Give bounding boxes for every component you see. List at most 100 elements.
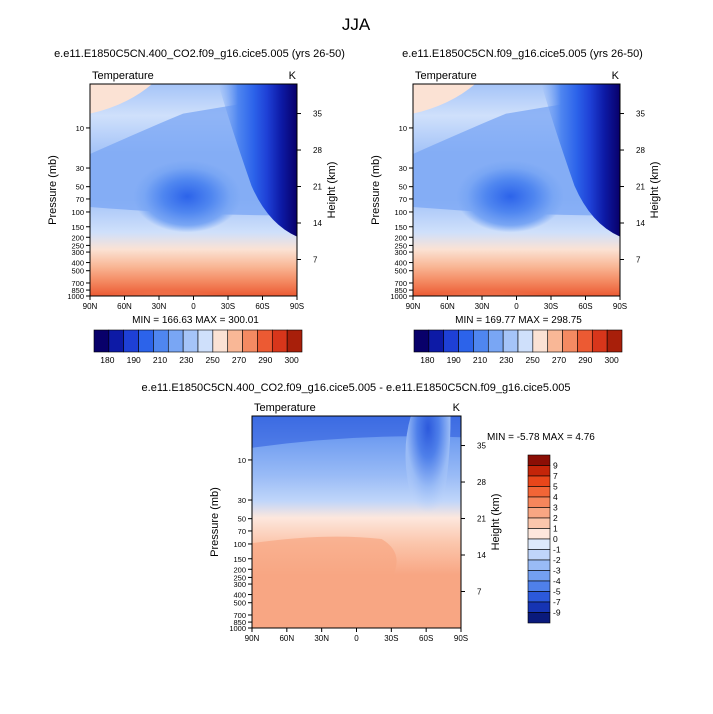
y-tick-label: 400 (71, 259, 84, 268)
y-tick-label: 100 (233, 540, 246, 549)
y-tick-label: 50 (399, 183, 407, 192)
colorbar-label: 250 (206, 355, 220, 365)
colorbar-swatch (286, 329, 303, 353)
colorbar-label: 250 (526, 355, 540, 365)
x-tick-label: 30S (384, 634, 398, 643)
x-tick-label: 0 (514, 302, 519, 311)
y2-axis-label: Height (km) (326, 162, 338, 219)
colorbar-swatch (527, 454, 551, 466)
units-label: K (453, 402, 461, 414)
colorbar-label: 2 (553, 513, 558, 523)
y-tick-label: 100 (394, 208, 407, 217)
y2-tick-label: 28 (477, 478, 486, 487)
y-tick-label: 70 (76, 195, 84, 204)
colorbar-swatch (197, 329, 214, 353)
y-tick-label: 1000 (390, 292, 407, 301)
y2-tick-label: 14 (477, 551, 486, 560)
y-tick-label: 300 (233, 580, 246, 589)
units-label: K (289, 70, 297, 82)
colorbar-swatch (591, 329, 608, 353)
y2-tick-label: 14 (636, 219, 645, 228)
x-tick-label: 90S (454, 634, 468, 643)
y-tick-label: 30 (399, 164, 407, 173)
colorbar-swatch (527, 465, 551, 477)
y-tick-label: 10 (76, 124, 84, 133)
cooling-south (405, 416, 451, 537)
colorbar-label: 230 (179, 355, 193, 365)
y2-tick-label: 35 (477, 442, 486, 451)
cooling-top (252, 416, 461, 448)
x-tick-label: 60S (255, 302, 269, 311)
colorbar-swatch (443, 329, 459, 353)
x-tick-label: 0 (354, 634, 359, 643)
colorbar-swatch (93, 329, 110, 353)
colorbar-swatch (527, 591, 551, 603)
colorbar-label: 7 (553, 471, 558, 481)
colorbar-swatch (527, 517, 551, 529)
y-tick-label: 100 (71, 208, 84, 217)
y-tick-label: 1000 (229, 624, 246, 633)
y-axis-label: Pressure (mb) (209, 487, 221, 557)
x-tick-label: 30S (544, 302, 558, 311)
y-tick-label: 30 (238, 496, 246, 505)
colorbar-swatch (242, 329, 258, 353)
colorbar-label: -3 (553, 566, 561, 576)
y-tick-label: 50 (238, 515, 246, 524)
y-tick-label: 10 (238, 456, 246, 465)
field (252, 416, 461, 628)
colorbar-swatch (527, 612, 551, 624)
y2-tick-label: 35 (636, 110, 645, 119)
colorbar-swatch (562, 329, 578, 353)
x-tick-label: 90N (245, 634, 260, 643)
x-tick-label: 90S (613, 302, 627, 311)
colorbar-label: 300 (605, 355, 619, 365)
units-label: K (612, 70, 620, 82)
y-tick-label: 500 (394, 267, 407, 276)
y-tick-label: 200 (233, 565, 246, 574)
y-axis-label: Pressure (mb) (370, 155, 382, 225)
x-tick-label: 30N (152, 302, 167, 311)
y-tick-label: 250 (71, 241, 84, 250)
y-tick-label: 400 (394, 259, 407, 268)
colorbar-label: -5 (553, 587, 561, 597)
y-tick-label: 500 (71, 267, 84, 276)
y2-tick-label: 7 (477, 588, 482, 597)
colorbar-swatch (123, 329, 139, 353)
y-tick-label: 300 (394, 248, 407, 257)
colorbar-swatch (532, 329, 549, 353)
y2-axis-label: Height (km) (649, 162, 661, 219)
colorbar-label: 210 (473, 355, 487, 365)
colorbar-label: -9 (553, 608, 561, 618)
y-tick-label: 30 (76, 164, 84, 173)
colorbar-swatch (547, 329, 563, 353)
y2-tick-label: 21 (477, 515, 486, 524)
y-tick-label: 1000 (67, 292, 84, 301)
x-tick-label: 60N (117, 302, 132, 311)
field (413, 84, 620, 296)
y2-tick-label: 21 (313, 183, 322, 192)
colorbar-swatch (257, 329, 273, 353)
panel-title: e.e11.E1850C5CN.400_CO2.f09_g16.cice5.00… (54, 48, 345, 60)
polar-vortex (218, 84, 297, 237)
colorbar-swatch (527, 475, 551, 487)
y2-tick-label: 7 (636, 256, 641, 265)
colorbar-label: 300 (285, 355, 299, 365)
min-max-text: MIN = 169.77 MAX = 298.75 (455, 315, 582, 326)
field (90, 84, 297, 296)
colorbar-swatch (527, 528, 551, 540)
y2-tick-label: 28 (313, 146, 322, 155)
y-axis-label: Pressure (mb) (47, 155, 59, 225)
x-tick-label: 90S (290, 302, 304, 311)
colorbar-label: 210 (153, 355, 167, 365)
colorbar-swatch (108, 329, 125, 353)
y-tick-label: 200 (394, 233, 407, 242)
y2-tick-label: 14 (313, 219, 322, 228)
colorbar-label: -7 (553, 597, 561, 607)
colorbar-swatch (428, 329, 445, 353)
y-tick-label: 200 (71, 233, 84, 242)
colorbar-swatch (212, 329, 229, 353)
panel-right: e.e11.E1850C5CN.f09_g16.cice5.005 (yrs 2… (370, 48, 661, 365)
y-tick-label: 850 (71, 286, 84, 295)
colorbar-label: 1 (553, 524, 558, 534)
y-tick-label: 250 (394, 241, 407, 250)
